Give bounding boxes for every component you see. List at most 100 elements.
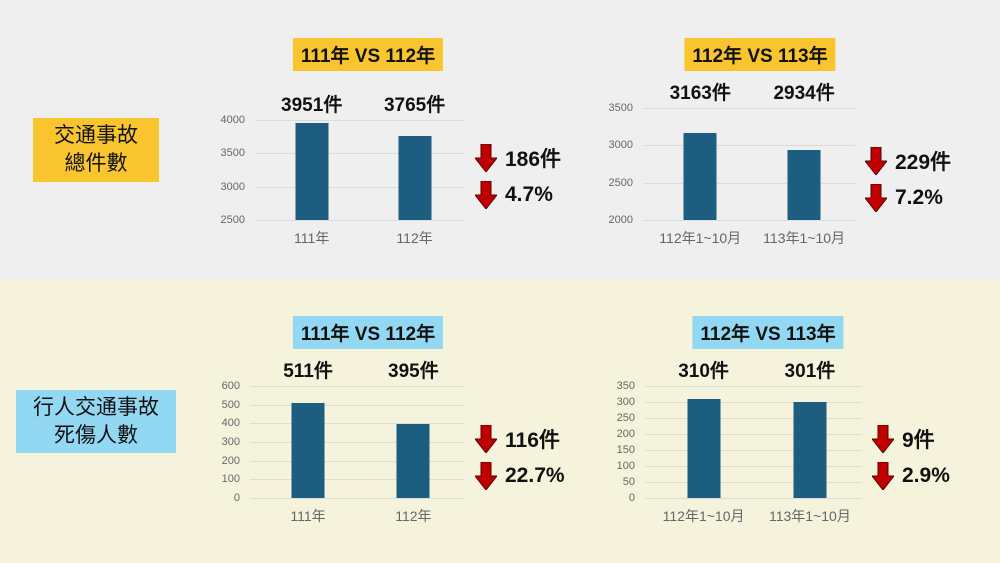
gridline xyxy=(250,498,465,499)
down-arrow-icon xyxy=(473,424,499,454)
gridline xyxy=(645,418,862,419)
bar-chart: 0 100 200 300 400 500 600 511件 111年 395件 112年 xyxy=(222,361,465,524)
change-count-value: 116件 xyxy=(505,429,560,452)
change-percent-value: 7.2% xyxy=(895,186,943,209)
chart-title: 112年 VS 113年 xyxy=(692,316,844,349)
bar xyxy=(396,424,430,498)
y-tick-label: 2000 xyxy=(608,214,633,226)
row-label-pedestrian-casualties: 行人交通事故 死傷人數 xyxy=(16,390,176,453)
gridline xyxy=(250,460,465,462)
change-percent-value: 4.7% xyxy=(505,183,553,206)
change-percent: 2.9% xyxy=(870,461,950,491)
y-tick-label: 500 xyxy=(221,398,240,411)
y-tick-label: 0 xyxy=(233,492,240,504)
gridline xyxy=(250,386,465,387)
bar-chart: 2000 2500 3000 3500 3163件 112年1~10月 2934件 113年1… xyxy=(609,83,855,246)
y-tick-label: 2500 xyxy=(608,176,633,189)
data-label: 2934件 xyxy=(773,83,835,104)
y-tick-label: 50 xyxy=(622,476,635,488)
change-percent: 4.7% xyxy=(473,180,553,210)
data-label: 3951件 xyxy=(281,95,343,116)
y-tick-label: 200 xyxy=(221,454,240,467)
y-tick-label: 600 xyxy=(221,380,240,392)
gridline xyxy=(645,498,862,499)
down-arrow-icon xyxy=(473,143,499,173)
y-tick-label: 2500 xyxy=(220,214,245,226)
change-percent-value: 2.9% xyxy=(902,464,950,487)
y-tick-label: 3000 xyxy=(220,180,245,193)
data-label: 3765件 xyxy=(383,95,446,116)
gridline xyxy=(645,450,862,451)
y-tick-label: 3500 xyxy=(608,102,633,114)
gridline xyxy=(645,482,862,483)
gridline xyxy=(255,153,465,155)
chart-title: 112年 VS 113年 xyxy=(684,38,836,71)
change-percent: 7.2% xyxy=(863,183,943,213)
gridline xyxy=(250,423,465,425)
change-percent-value: 22.7% xyxy=(505,464,565,487)
bar xyxy=(787,150,821,220)
bar-chart: 0 50 100 150 200 250 300 350 310件 112年1~10月 301件 11… xyxy=(617,361,862,524)
change-count: 9件 xyxy=(870,424,935,454)
y-tick-label: 200 xyxy=(616,428,635,440)
change-count-value: 186件 xyxy=(505,148,562,171)
x-tick-label: 112年 xyxy=(396,230,433,246)
chart-title: 111年 VS 112年 xyxy=(292,316,444,349)
bar xyxy=(291,402,325,498)
chart-title: 111年 VS 112年 xyxy=(292,38,444,71)
x-tick-label: 111年 xyxy=(294,230,330,246)
y-tick-label: 0 xyxy=(628,492,635,504)
row-label-line: 行人交通事故 xyxy=(33,395,159,419)
change-count: 186件 xyxy=(473,143,562,173)
gridline xyxy=(250,479,465,481)
x-tick-label: 112年 xyxy=(395,508,432,524)
row-label-line: 總件數 xyxy=(64,152,128,175)
gridline xyxy=(250,442,465,443)
y-tick-label: 150 xyxy=(616,444,635,456)
x-tick-label: 113年1~10月 xyxy=(763,230,846,246)
down-arrow-icon xyxy=(473,461,499,491)
change-count: 116件 xyxy=(473,424,560,454)
gridline xyxy=(255,120,465,121)
data-label: 301件 xyxy=(784,361,836,382)
y-tick-label: 3000 xyxy=(608,139,633,152)
data-label: 511件 xyxy=(283,361,333,382)
gridline xyxy=(645,402,862,403)
y-tick-label: 400 xyxy=(221,417,240,430)
row-label-line: 死傷人數 xyxy=(54,423,138,447)
gridline xyxy=(645,466,862,467)
bar-chart: 2500 3000 3500 4000 3951件 111年 3765件 112年 xyxy=(221,95,465,246)
bar xyxy=(687,398,721,498)
gridline xyxy=(255,220,465,221)
gridline xyxy=(645,434,862,435)
x-tick-label: 113年1~10月 xyxy=(768,508,851,524)
gridline xyxy=(255,186,465,188)
y-tick-label: 300 xyxy=(616,396,635,408)
bar xyxy=(295,123,329,220)
x-tick-label: 111年 xyxy=(290,508,326,524)
y-tick-label: 3500 xyxy=(220,147,245,160)
x-tick-label: 112年1~10月 xyxy=(662,508,745,524)
y-tick-label: 250 xyxy=(616,412,635,424)
bar xyxy=(398,135,432,220)
data-label: 3163件 xyxy=(669,83,731,104)
bar xyxy=(683,133,717,220)
y-tick-label: 100 xyxy=(221,473,240,486)
data-label: 310件 xyxy=(678,361,729,382)
y-tick-label: 350 xyxy=(616,380,635,392)
gridline xyxy=(643,108,855,109)
gridline xyxy=(643,145,855,147)
y-tick-label: 300 xyxy=(221,436,240,448)
y-tick-label: 4000 xyxy=(220,114,245,126)
row-label-line: 交通事故 xyxy=(54,124,138,147)
down-arrow-icon xyxy=(863,183,889,213)
gridline xyxy=(643,220,855,221)
change-percent: 22.7% xyxy=(473,461,565,491)
x-tick-label: 112年1~10月 xyxy=(659,230,742,246)
data-label: 395件 xyxy=(388,361,439,382)
down-arrow-icon xyxy=(473,180,499,210)
change-count: 229件 xyxy=(863,146,952,176)
down-arrow-icon xyxy=(870,461,896,491)
gridline xyxy=(643,182,855,184)
change-count-value: 229件 xyxy=(895,151,952,174)
